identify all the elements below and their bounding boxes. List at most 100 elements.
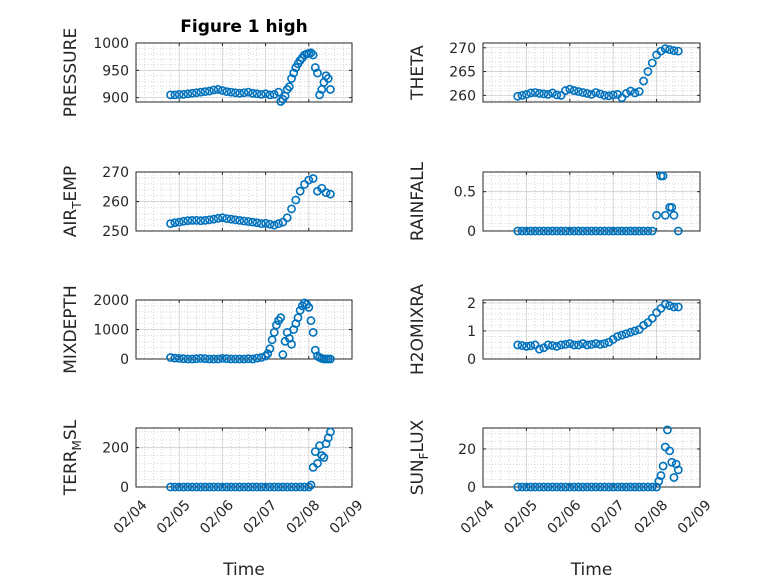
h2omixra-data-point <box>600 339 609 348</box>
airtemp-data-point <box>183 216 193 226</box>
airtemp-ylabel-main: AIR <box>61 209 81 238</box>
sunflux-x-tick-label: 02/04 <box>458 497 498 537</box>
airtemp-data-point <box>261 218 270 228</box>
h2omixra-data-point <box>565 339 575 348</box>
airtemp-y-axis-label: AIRTEMP <box>61 166 84 237</box>
sunflux-data-point <box>569 482 579 492</box>
sunflux-data-point <box>561 482 570 492</box>
mixdepth-data-point <box>265 344 275 354</box>
h2omixra-data-point <box>591 339 601 348</box>
airtemp-data-point <box>295 186 305 196</box>
mixdepth-data-point <box>170 353 180 363</box>
terrmsl-ylabel-main: TERR <box>61 450 81 496</box>
terrmsl-data-point <box>205 482 214 492</box>
sunflux-data-point <box>587 482 596 492</box>
rainfall-plot-area <box>482 171 701 232</box>
terrmsl-data-point <box>269 482 279 492</box>
terrmsl-data-point <box>304 482 314 492</box>
rainfall-data-point <box>647 226 657 236</box>
sunflux-ylabel-tail: LUX <box>408 419 428 452</box>
rainfall-data-point <box>667 202 677 212</box>
terrmsl-data-point <box>213 482 223 492</box>
mixdepth-y-tick-label: 0 <box>120 352 129 368</box>
rainfall-data-point <box>669 210 679 220</box>
theta-data-point <box>548 88 557 98</box>
mixdepth-data-point <box>226 354 236 364</box>
terrmsl-data-point <box>282 482 292 492</box>
pressure-data-point <box>187 88 197 98</box>
h2omixra-data-point <box>543 340 553 350</box>
theta-data-point <box>587 89 596 99</box>
sunflux-data-point <box>630 482 640 492</box>
sunflux-data-point <box>539 482 549 492</box>
airtemp-data-point <box>166 219 175 229</box>
theta-data-point <box>513 91 523 101</box>
airtemp-data-point <box>179 216 188 226</box>
terrmsl-data-point <box>239 482 249 492</box>
terrmsl-data-point <box>243 482 253 492</box>
terrmsl-x-tick-label: 02/04 <box>111 497 151 537</box>
theta-data-point <box>634 87 644 96</box>
airtemp-data-point <box>274 219 283 229</box>
terrmsl-x-tick-label: 02/09 <box>327 497 367 537</box>
rainfall-data-point <box>613 226 622 236</box>
theta-data-point <box>591 88 601 97</box>
theta-data-point <box>552 90 562 100</box>
h2omixra-data-point <box>613 332 622 341</box>
theta-y-axis-label: THETA <box>408 45 428 101</box>
pressure-data-point <box>209 85 219 95</box>
airtemp-data-point <box>269 220 279 230</box>
theta-data-point <box>561 86 570 95</box>
terrmsl-data-point <box>252 482 262 492</box>
theta-data-point <box>656 46 666 56</box>
sunflux-x-tick-label: 02/08 <box>631 497 671 537</box>
terrmsl-y-tick-label: 200 <box>102 441 129 457</box>
mixdepth-data-point <box>209 354 219 364</box>
sunflux-data-point <box>548 482 557 492</box>
sunflux-data-point <box>565 482 575 492</box>
terrmsl-x-axis-label: Time <box>222 560 265 580</box>
airtemp-data-point <box>239 216 249 226</box>
h2omixra-data-point <box>552 341 562 351</box>
mixdepth-data-point <box>217 354 227 363</box>
h2omixra-ylabel-main: H2OMIXRA <box>408 284 428 375</box>
mixdepth-data-point <box>261 351 270 361</box>
theta-data-point <box>660 44 670 54</box>
rainfall-y-axis-label: RAINFALL <box>408 161 428 241</box>
mixdepth-data-point <box>205 354 214 364</box>
airtemp-data-point <box>170 218 180 228</box>
mixdepth-data-point <box>235 354 245 364</box>
terrmsl-data-point <box>248 482 258 492</box>
pressure-data-point <box>179 89 188 99</box>
pressure-data-point <box>213 85 223 94</box>
sunflux-data-point <box>530 482 540 492</box>
pressure-data-point <box>217 86 227 95</box>
sunflux-y-tick-label: 20 <box>458 442 476 458</box>
pressure-data-point <box>248 88 258 98</box>
sunflux-data-point <box>513 482 523 492</box>
rainfall-y-tick-label: 0.5 <box>454 185 476 201</box>
airtemp-data-point <box>282 213 292 223</box>
mixdepth-data-point <box>287 339 296 349</box>
theta-data-point <box>578 88 588 97</box>
theta-data-point <box>556 90 566 100</box>
pressure-data-point <box>192 88 201 98</box>
mixdepth-data-point <box>271 320 281 330</box>
sunflux-data-point <box>639 482 648 492</box>
h2omixra-data-point <box>669 302 679 312</box>
rainfall-data-point <box>548 226 557 236</box>
airtemp-data-point <box>248 217 258 227</box>
sunflux-x-tick-label: 02/09 <box>675 497 715 537</box>
rainfall-data-point <box>639 226 648 236</box>
rainfall-data-point <box>591 226 601 236</box>
airtemp-data-point <box>187 215 197 225</box>
pressure-axes-frame <box>135 42 353 103</box>
airtemp-data-point <box>291 195 301 205</box>
pressure-data-point <box>243 87 253 97</box>
mixdepth-ylabel-main: MIXDEPTH <box>61 285 81 374</box>
theta-ylabel-main: THETA <box>408 45 428 101</box>
pressure-data-point <box>269 89 279 99</box>
pressure-ylabel-main: PRESSURE <box>61 28 81 117</box>
h2omixra-data-point <box>673 302 683 312</box>
mixdepth-data-point <box>192 354 201 364</box>
